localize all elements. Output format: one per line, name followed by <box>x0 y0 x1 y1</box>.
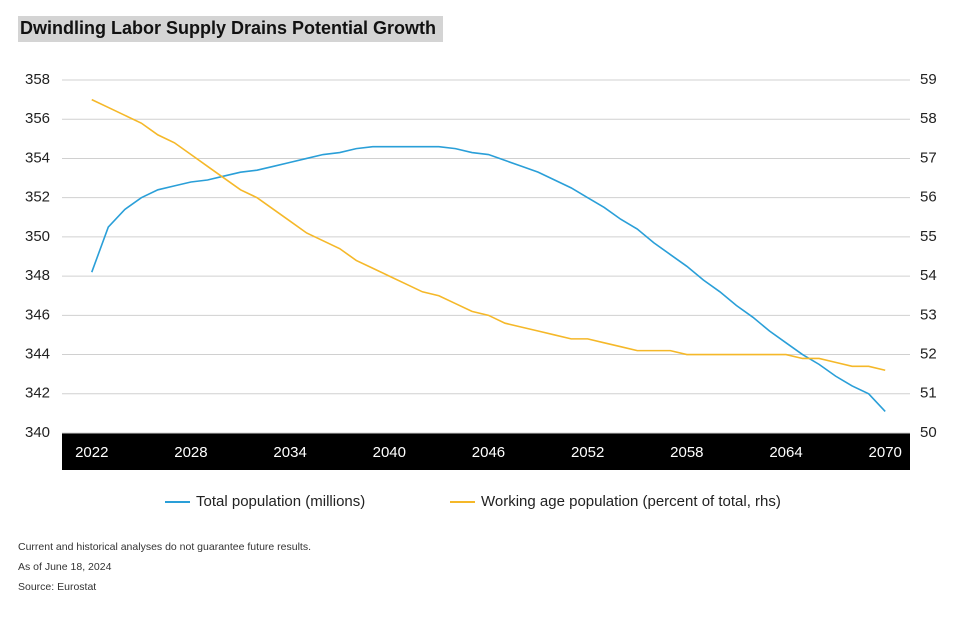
y2-tick-label: 50 <box>920 424 937 441</box>
y2-tick-label: 59 <box>920 71 937 88</box>
y-tick-label: 358 <box>25 71 50 88</box>
y2-tick-label: 51 <box>920 385 937 402</box>
y-tick-label: 348 <box>25 267 50 284</box>
x-axis-band <box>62 433 910 470</box>
footnote: Source: Eurostat <box>18 581 96 593</box>
x-tick-label: 2046 <box>472 444 505 461</box>
y-tick-label: 352 <box>25 189 50 206</box>
x-tick-label: 2034 <box>273 444 306 461</box>
y2-tick-label: 57 <box>920 149 937 166</box>
y2-tick-label: 56 <box>920 189 937 206</box>
y2-tick-label: 55 <box>920 228 937 245</box>
y-tick-label: 354 <box>25 149 50 166</box>
y-tick-label: 342 <box>25 385 50 402</box>
y-tick-label: 350 <box>25 228 50 245</box>
chart-title: Dwindling Labor Supply Drains Potential … <box>20 18 436 38</box>
x-tick-label: 2040 <box>373 444 406 461</box>
legend-label: Working age population (percent of total… <box>481 493 781 510</box>
footnote: As of June 18, 2024 <box>18 561 112 573</box>
x-tick-label: 2022 <box>75 444 108 461</box>
y2-tick-label: 58 <box>920 110 937 127</box>
x-tick-label: 2070 <box>869 444 902 461</box>
x-tick-label: 2052 <box>571 444 604 461</box>
x-tick-label: 2064 <box>769 444 802 461</box>
footnote: Current and historical analyses do not g… <box>18 541 311 553</box>
series-line <box>90 145 886 412</box>
series-line <box>91 98 886 372</box>
y2-tick-label: 53 <box>920 306 937 323</box>
legend-label: Total population (millions) <box>196 493 365 510</box>
title-background <box>18 16 443 42</box>
y-tick-label: 340 <box>25 424 50 441</box>
y-tick-label: 344 <box>25 346 50 363</box>
y-tick-label: 356 <box>25 110 50 127</box>
y-tick-label: 346 <box>25 306 50 323</box>
x-tick-label: 2028 <box>174 444 207 461</box>
x-tick-label: 2058 <box>670 444 703 461</box>
y2-tick-label: 54 <box>920 267 937 284</box>
y2-tick-label: 52 <box>920 346 937 363</box>
